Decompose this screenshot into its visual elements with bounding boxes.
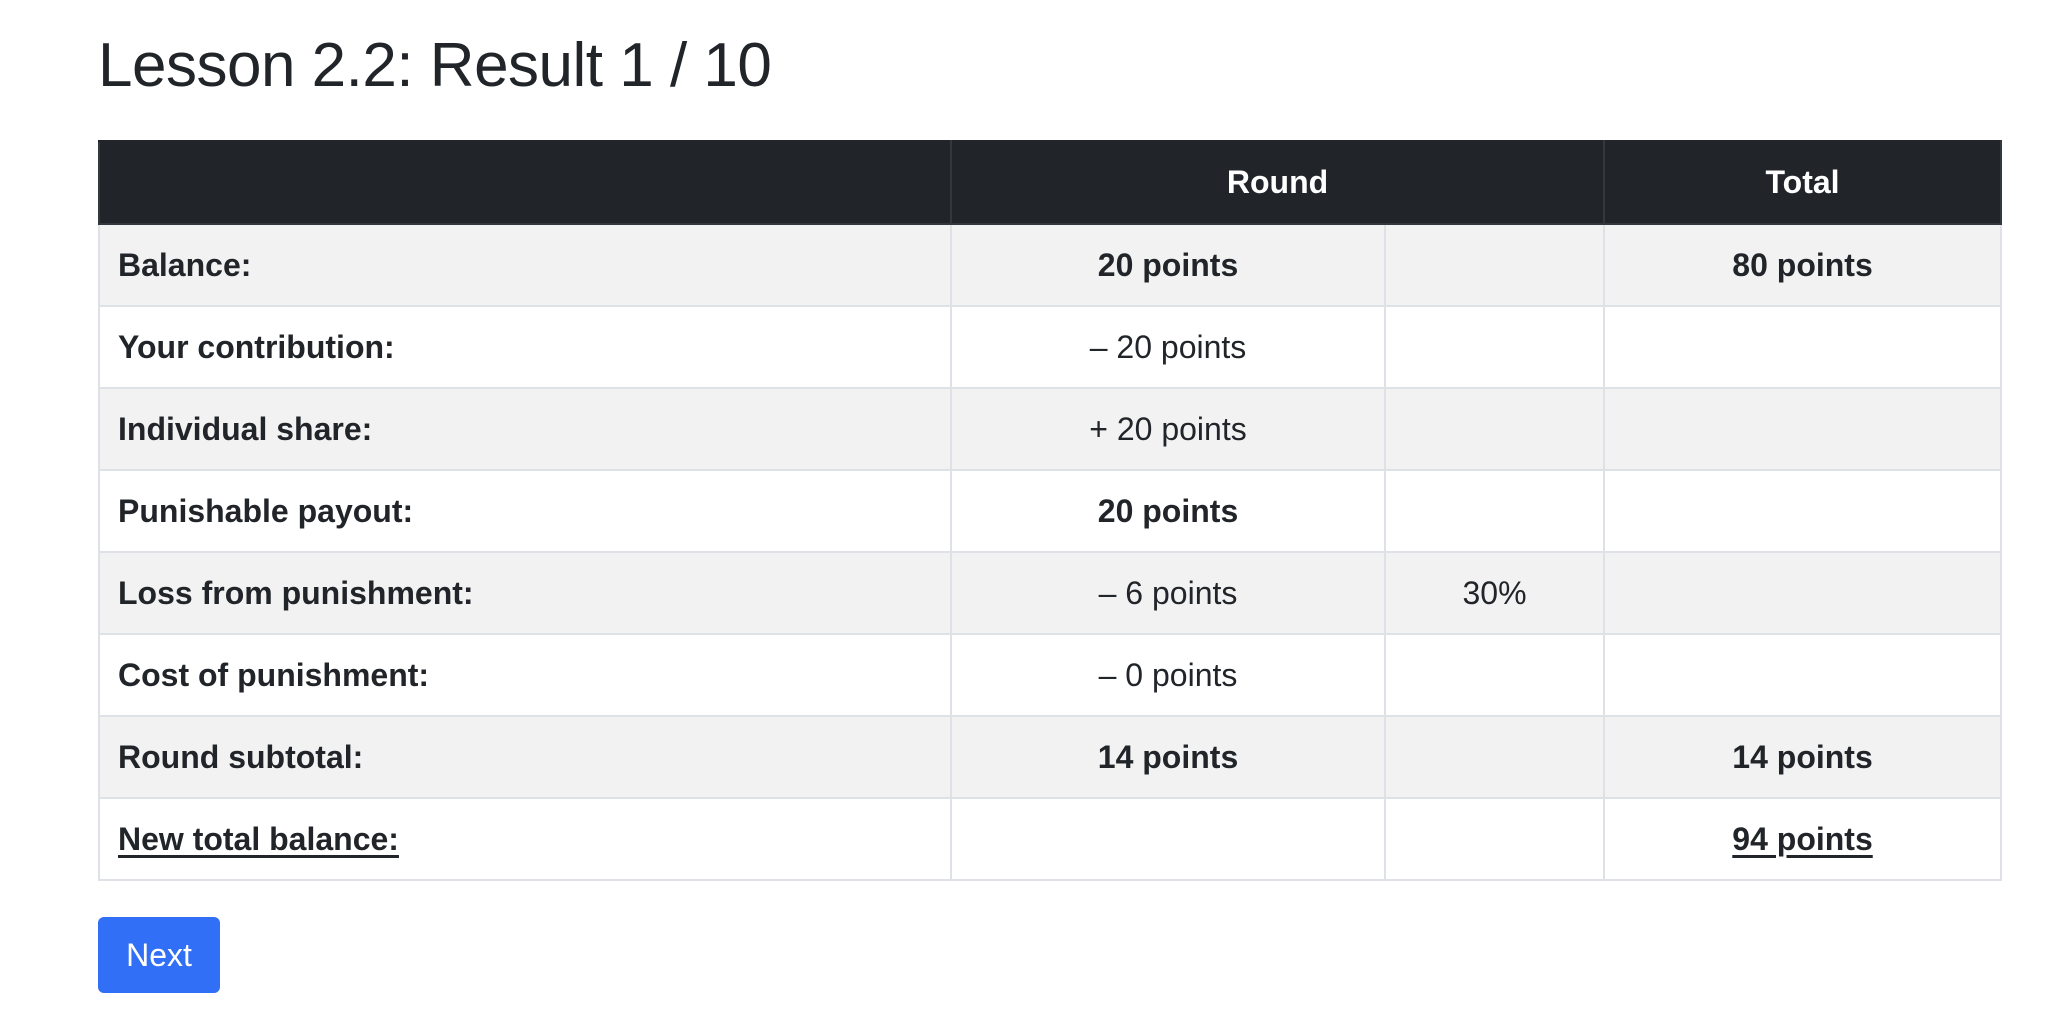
round-value: – 0 points	[950, 633, 1386, 717]
table-row-round-subtotal: Round subtotal: 14 points 14 points	[98, 715, 2003, 799]
percent-value	[1383, 715, 1606, 799]
row-label: Loss from punishment:	[98, 551, 952, 635]
row-label: Punishable payout:	[98, 469, 952, 553]
table-row-contribution: Your contribution: – 20 points	[98, 305, 2003, 389]
round-value: + 20 points	[950, 387, 1386, 471]
results-table: Round Total Balance: 20 points 80 points…	[98, 140, 2003, 881]
page-title: Lesson 2.2: Result 1 / 10	[98, 31, 772, 100]
table-row-cost-of-punishment: Cost of punishment: – 0 points	[98, 633, 2003, 717]
row-label-cell: New total balance:	[98, 797, 952, 881]
total-value	[1603, 387, 2003, 471]
table-row-balance: Balance: 20 points 80 points	[98, 223, 2003, 307]
round-value	[950, 797, 1386, 881]
percent-value	[1383, 223, 1606, 307]
table-row-punishable-payout: Punishable payout: 20 points	[98, 469, 2003, 553]
total-value: 80 points	[1603, 223, 2003, 307]
row-label: New total balance:	[118, 820, 399, 857]
result-page: Lesson 2.2: Result 1 / 10 Round Total Ba…	[98, 0, 2003, 993]
table-header-row: Round Total	[98, 140, 2003, 225]
header-label-cell	[98, 140, 952, 225]
total-value: 14 points	[1603, 715, 2003, 799]
percent-value: 30%	[1383, 551, 1606, 635]
table-row-new-total-balance: New total balance: 94 points	[98, 797, 2003, 881]
row-label: Individual share:	[98, 387, 952, 471]
total-value	[1603, 633, 2003, 717]
total-value	[1603, 551, 2003, 635]
row-label: Round subtotal:	[98, 715, 952, 799]
row-label: Balance:	[98, 223, 952, 307]
percent-value	[1383, 305, 1606, 389]
header-round-cell: Round	[949, 140, 1606, 225]
round-value: 14 points	[950, 715, 1386, 799]
total-value-cell: 94 points	[1603, 797, 2003, 881]
percent-value	[1383, 633, 1606, 717]
table-row-individual-share: Individual share: + 20 points	[98, 387, 2003, 471]
round-value: – 20 points	[950, 305, 1386, 389]
percent-value	[1383, 797, 1606, 881]
total-value	[1603, 305, 2003, 389]
percent-value	[1383, 469, 1606, 553]
next-button[interactable]: Next	[98, 917, 220, 993]
row-label: Cost of punishment:	[98, 633, 952, 717]
total-value	[1603, 469, 2003, 553]
round-value: 20 points	[950, 223, 1386, 307]
table-row-loss-from-punishment: Loss from punishment: – 6 points 30%	[98, 551, 2003, 635]
row-label: Your contribution:	[98, 305, 952, 389]
round-value: 20 points	[950, 469, 1386, 553]
round-value: – 6 points	[950, 551, 1386, 635]
total-value: 94 points	[1732, 820, 1873, 857]
header-total-cell: Total	[1603, 140, 2003, 225]
percent-value	[1383, 387, 1606, 471]
